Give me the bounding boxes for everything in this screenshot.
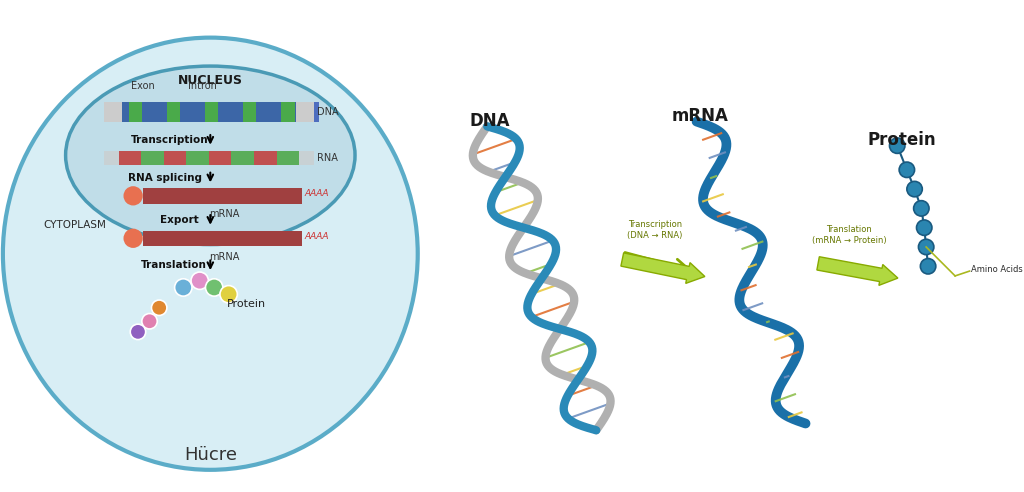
Text: AAAA: AAAA [305, 189, 330, 198]
Bar [104, 102, 122, 122]
Bar [276, 152, 299, 165]
Circle shape [152, 300, 167, 315]
Bar [104, 102, 313, 122]
Bar [299, 152, 313, 165]
Text: NUCLEUS: NUCLEUS [178, 74, 243, 87]
Circle shape [124, 186, 142, 206]
Text: Transcription
(DNA → RNA): Transcription (DNA → RNA) [628, 220, 683, 240]
Bar [256, 102, 282, 122]
Text: Translation
(mRNA → Protein): Translation (mRNA → Protein) [812, 225, 887, 245]
Circle shape [907, 182, 923, 197]
Text: RNA splicing: RNA splicing [128, 173, 202, 183]
Text: Export: Export [160, 215, 199, 225]
Bar [104, 102, 129, 122]
FancyArrow shape [817, 257, 898, 285]
Circle shape [913, 201, 929, 216]
Circle shape [220, 285, 238, 303]
Text: CYTOPLASM: CYTOPLASM [44, 220, 106, 230]
Bar [218, 102, 243, 122]
Text: RNA: RNA [317, 153, 338, 163]
Text: mRNA: mRNA [210, 209, 240, 219]
Text: Protein: Protein [226, 299, 266, 309]
Circle shape [175, 279, 191, 296]
Text: Amino Acids: Amino Acids [972, 265, 1023, 274]
Text: Hücre: Hücre [184, 446, 237, 464]
Circle shape [130, 324, 145, 339]
Circle shape [141, 313, 158, 329]
Circle shape [191, 272, 209, 289]
Bar [142, 102, 167, 122]
Bar [141, 152, 164, 165]
Bar [295, 102, 319, 122]
Bar [254, 152, 276, 165]
Bar [186, 152, 209, 165]
Bar [142, 188, 302, 204]
Bar [296, 102, 313, 122]
Bar [104, 152, 119, 165]
Circle shape [916, 220, 932, 235]
Ellipse shape [3, 37, 418, 470]
Text: mRNA: mRNA [672, 107, 729, 125]
Bar [180, 102, 205, 122]
FancyArrow shape [621, 253, 705, 283]
Circle shape [899, 162, 914, 178]
Text: Exon: Exon [131, 81, 155, 91]
Circle shape [921, 258, 936, 274]
Text: Intron: Intron [188, 81, 217, 91]
Text: Transcription: Transcription [131, 135, 209, 145]
Text: mRNA: mRNA [210, 252, 240, 262]
Bar [142, 231, 302, 246]
Bar [231, 152, 254, 165]
Bar [209, 152, 231, 165]
Text: Protein: Protein [867, 131, 936, 149]
Bar [119, 152, 141, 165]
Circle shape [124, 229, 142, 248]
Bar [164, 152, 186, 165]
Text: DNA: DNA [470, 112, 510, 130]
Circle shape [890, 138, 905, 154]
Text: Translation: Translation [140, 260, 207, 270]
Ellipse shape [66, 66, 355, 245]
Text: AAAA: AAAA [305, 232, 330, 241]
Text: DNA: DNA [317, 107, 339, 117]
Circle shape [919, 239, 934, 255]
Circle shape [206, 279, 223, 296]
